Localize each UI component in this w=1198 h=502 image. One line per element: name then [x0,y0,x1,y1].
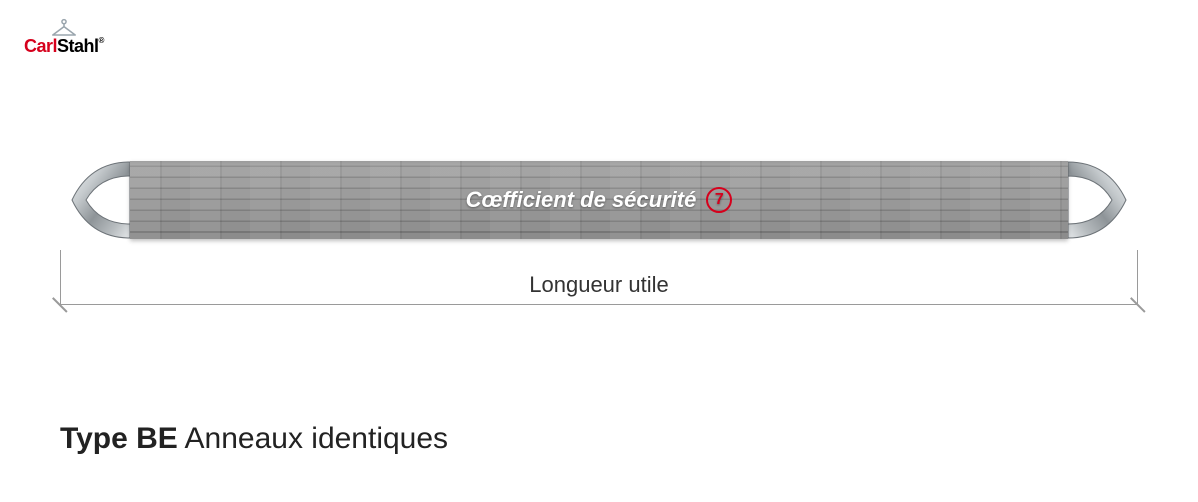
brand-name: CarlStahl® [24,36,104,57]
safety-factor-badge: 7 [706,187,732,213]
dimension-label: Longueur utile [60,272,1138,298]
dimension-line [60,304,1138,305]
dimension-annotation: Longueur utile [60,270,1138,330]
brand-name-part1: Carl [24,36,57,56]
caption-prefix: Type [60,422,136,455]
caption-suffix: Anneaux identiques [178,422,448,455]
brand-name-part2: Stahl [57,36,99,56]
product-caption: Type BE Anneaux identiques [60,422,448,456]
hanger-icon [50,18,78,38]
caption-code: BE [136,422,178,455]
dimension-tick-left [52,297,68,313]
strap-overlay: Cœfficient de sécurité 7 [466,187,733,213]
strap-assembly: Cœfficient de sécurité 7 [60,150,1138,250]
webbing-strap: Cœfficient de sécurité 7 [130,161,1068,239]
brand-logo: CarlStahl® [24,18,104,57]
brand-trademark: ® [99,36,104,45]
product-diagram: Cœfficient de sécurité 7 [60,150,1138,280]
safety-coefficient-label: Cœfficient de sécurité [466,187,697,213]
dimension-tick-right [1130,297,1146,313]
